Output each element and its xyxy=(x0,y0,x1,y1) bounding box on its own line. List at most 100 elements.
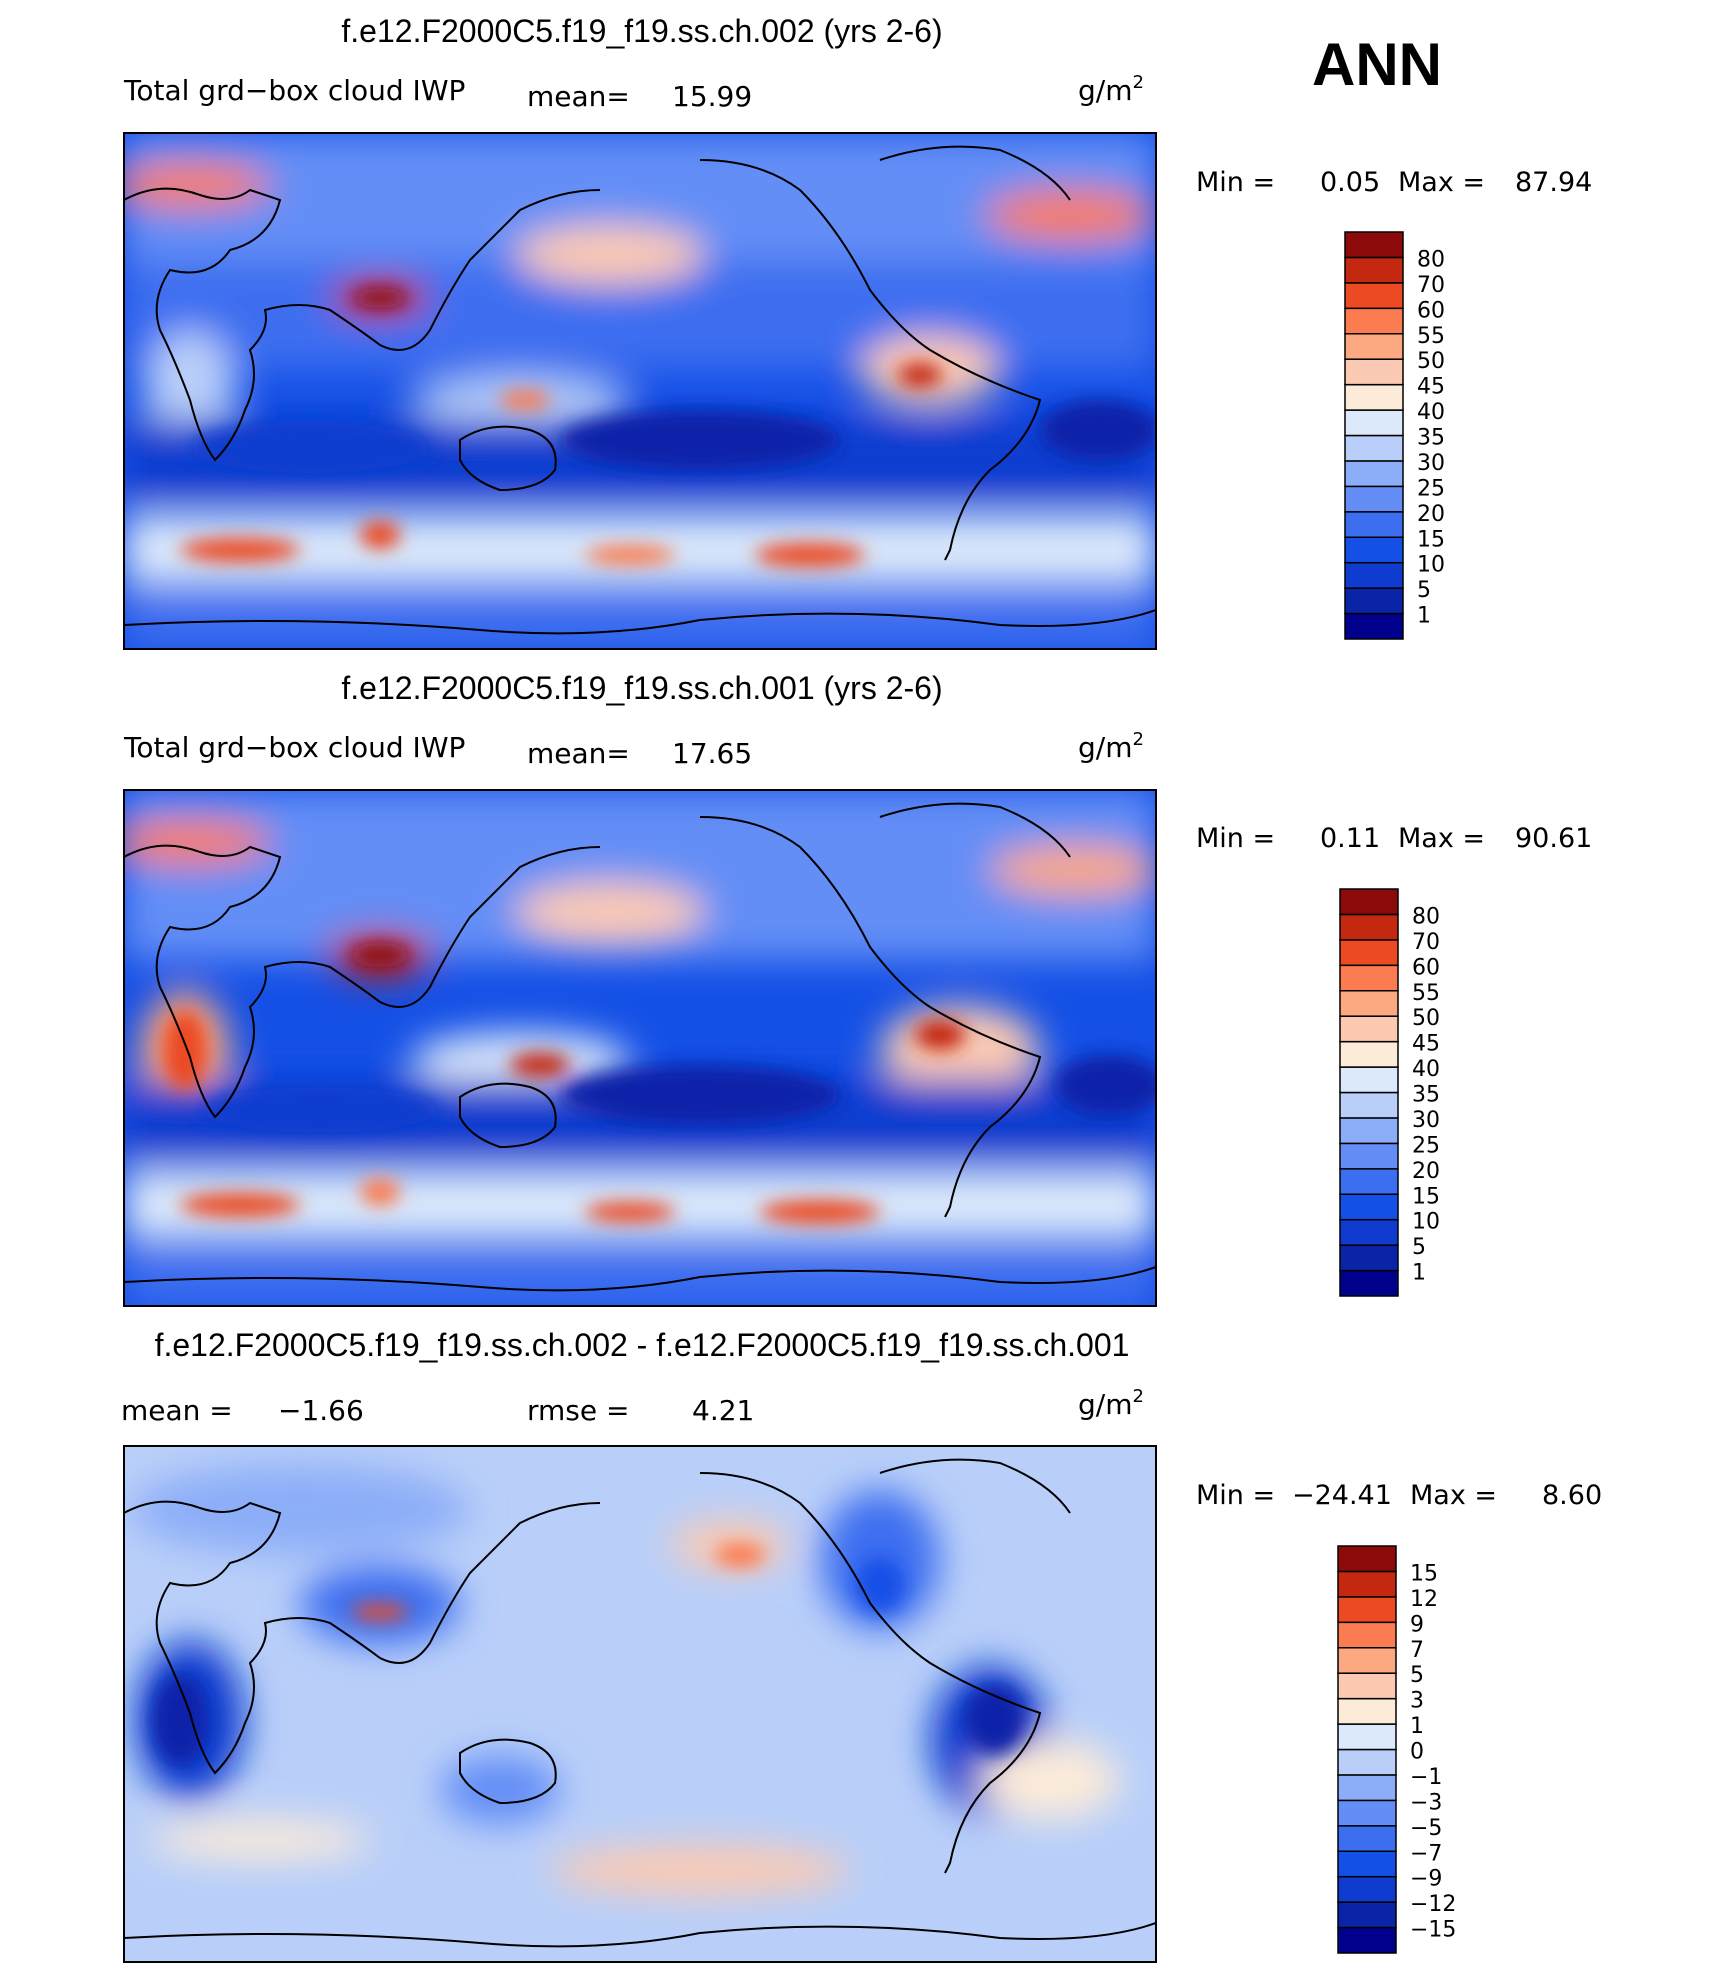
colorbar-tick-label: 10 xyxy=(1417,553,1445,578)
field-south-pacific xyxy=(560,410,840,470)
panel-2: f.e12.F2000C5.f19_f19.ss.ch.001 (yrs 2-6… xyxy=(123,670,1592,1307)
colorbar-swatch xyxy=(1344,561,1404,589)
panel-2-min-value: 0.11 xyxy=(1320,823,1380,854)
field-north-atlantic-storm-track xyxy=(124,820,270,864)
field-southern-ocean-west xyxy=(150,1820,370,1860)
colorbar-tick-label: 3 xyxy=(1410,1689,1424,1714)
colorbar-tick-label: 20 xyxy=(1412,1159,1440,1184)
colorbar-tick-label: 80 xyxy=(1412,904,1440,929)
colorbar-tick-label: 55 xyxy=(1417,324,1445,349)
coastline-australia xyxy=(459,425,557,492)
field-eurasia-north xyxy=(130,1465,470,1555)
colorbar-tick-label: 35 xyxy=(1412,1083,1440,1108)
panel-2-map xyxy=(124,790,1156,1306)
colorbar-tick-label: 1 xyxy=(1417,604,1431,629)
field-south-indian-ocean xyxy=(190,423,430,473)
field-south-atlantic xyxy=(1040,400,1156,460)
colorbar-swatch xyxy=(1337,1748,1397,1776)
colorbar-swatch xyxy=(1339,1040,1399,1068)
field-southern-ocean-storm-track-d xyxy=(760,1200,880,1224)
colorbar-swatch xyxy=(1337,1774,1397,1802)
colorbar-swatch xyxy=(1339,1244,1399,1272)
colorbar-tick-label: 50 xyxy=(1412,1006,1440,1031)
field-southern-ocean-storm-track-a xyxy=(180,1193,300,1217)
panel-3-max-label: Max = xyxy=(1410,1480,1497,1511)
colorbar-swatch xyxy=(1337,1799,1397,1827)
colorbar-tick-label: −15 xyxy=(1410,1918,1456,1943)
colorbar-swatch xyxy=(1337,1875,1397,1903)
colorbar-tick-label: 45 xyxy=(1412,1032,1440,1057)
coastline-australia xyxy=(459,1738,557,1805)
colorbar-swatch xyxy=(1337,1850,1397,1878)
colorbar-tick-label: 0 xyxy=(1410,1740,1424,1765)
panel-3-min-value: −24.41 xyxy=(1292,1480,1392,1511)
panel-2-variable: Total grd−box cloud IWP xyxy=(123,731,465,764)
colorbar-tick-label: −5 xyxy=(1410,1816,1442,1841)
panel-1: f.e12.F2000C5.f19_f19.ss.ch.002 (yrs 2-6… xyxy=(123,13,1592,650)
field-north-atlantic-storm-track-west xyxy=(990,845,1156,895)
colorbar-tick-label: 70 xyxy=(1412,930,1440,955)
coastline-americas xyxy=(699,159,1042,561)
coastline-eurasia-africa xyxy=(124,187,601,462)
panel-2-title: f.e12.F2000C5.f19_f19.ss.ch.001 (yrs 2-6… xyxy=(341,670,942,706)
colorbar-swatch xyxy=(1344,231,1404,259)
panel-1-map xyxy=(124,133,1156,649)
panel-2-mean-value: 17.65 xyxy=(672,737,752,770)
colorbar-swatch xyxy=(1339,1218,1399,1246)
field-southern-ocean-storm-track-b xyxy=(360,1178,400,1206)
colorbar-swatch xyxy=(1337,1647,1397,1674)
colorbar-swatch xyxy=(1344,333,1404,360)
coastline-antarctica xyxy=(124,1266,1156,1292)
colorbar-tick-label: 7 xyxy=(1410,1638,1424,1663)
colorbar-tick-label: 9 xyxy=(1410,1612,1424,1637)
panel-3-units: g/m2 xyxy=(1078,1386,1144,1421)
field-north-pacific-storm-track xyxy=(515,882,705,942)
colorbar-swatch xyxy=(1337,1901,1397,1929)
colorbar-swatch xyxy=(1344,460,1404,488)
coastline-australia xyxy=(459,1082,557,1149)
colorbar-swatch xyxy=(1339,1091,1399,1119)
panel-1-mean-label: mean= xyxy=(527,80,630,113)
coastline-americas xyxy=(699,1472,1042,1874)
colorbar-tick-label: 70 xyxy=(1417,273,1445,298)
colorbar-swatch xyxy=(1337,1672,1397,1700)
colorbar-tick-label: 5 xyxy=(1410,1663,1424,1688)
colorbar-tick-label: 35 xyxy=(1417,426,1445,451)
panel-3-map xyxy=(124,1446,1156,1962)
field-tibetan-plateau-core xyxy=(350,943,410,967)
colorbar-swatch xyxy=(1339,1066,1399,1094)
field-south-indian-ocean xyxy=(200,1088,440,1132)
coastline-eurasia-africa xyxy=(124,1500,601,1775)
colorbar-swatch xyxy=(1344,256,1404,284)
colorbar-tick-label: 60 xyxy=(1417,298,1445,323)
colorbar-swatch xyxy=(1337,1596,1397,1624)
field-southern-ocean-storm-track-b xyxy=(360,521,400,549)
panel-1-variable: Total grd−box cloud IWP xyxy=(123,74,465,107)
colorbar-tick-label: 60 xyxy=(1412,955,1440,980)
colorbar-tick-label: 15 xyxy=(1410,1561,1438,1586)
colorbar-tick-label: 12 xyxy=(1410,1587,1438,1612)
field-tibetan-plateau-core xyxy=(352,288,408,308)
colorbar-swatch xyxy=(1337,1825,1397,1852)
colorbar-tick-label: 25 xyxy=(1417,476,1445,501)
panel-3-mean-value: −1.66 xyxy=(278,1394,364,1427)
colorbar-tick-label: 1 xyxy=(1410,1714,1424,1739)
colorbar-tick-label: 80 xyxy=(1417,247,1445,272)
panel-1-min-value: 0.05 xyxy=(1320,167,1380,198)
colorbar-swatch xyxy=(1337,1570,1397,1598)
colorbar-swatch xyxy=(1344,536,1404,564)
colorbar-swatch xyxy=(1339,1142,1399,1170)
colorbar-tick-label: 40 xyxy=(1412,1057,1440,1082)
colorbar-swatch xyxy=(1339,990,1399,1017)
panel-3-min-label: Min = xyxy=(1196,1480,1275,1511)
colorbar-tick-label: 10 xyxy=(1412,1210,1440,1235)
field-tropical-africa-core xyxy=(152,1675,208,1765)
colorbar-swatch xyxy=(1339,964,1399,992)
colorbar-tick-label: −3 xyxy=(1410,1790,1442,1815)
colorbar-tick-label: 20 xyxy=(1417,502,1445,527)
coastline-americas xyxy=(699,816,1042,1218)
field-southern-ocean-storm-track-d xyxy=(755,543,865,567)
